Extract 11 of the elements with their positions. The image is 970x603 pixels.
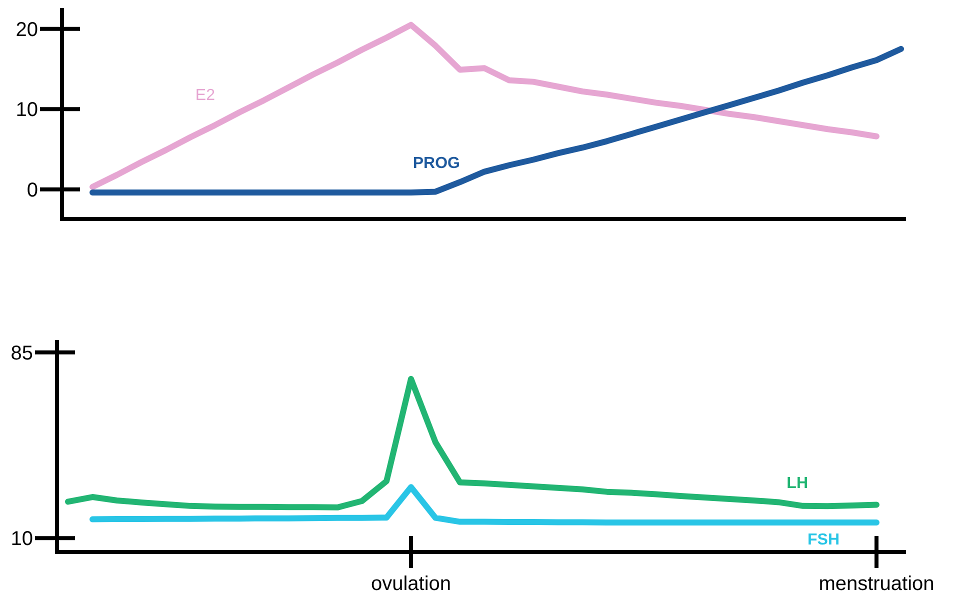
y-tick-label: 20: [16, 18, 38, 41]
x-tick-label: ovulation: [370, 573, 452, 595]
y-tick-label: 0: [26, 179, 38, 202]
y-tick-label: 10: [10, 528, 33, 550]
y-tick-label: 85: [10, 342, 33, 364]
series-label: LH: [786, 474, 808, 492]
series-label: FSH: [808, 532, 840, 549]
series-label: E2: [195, 87, 216, 104]
series-label: PROG: [412, 155, 460, 172]
y-tick-label: 10: [16, 99, 38, 122]
x-tick-label: menstruation: [818, 573, 934, 595]
